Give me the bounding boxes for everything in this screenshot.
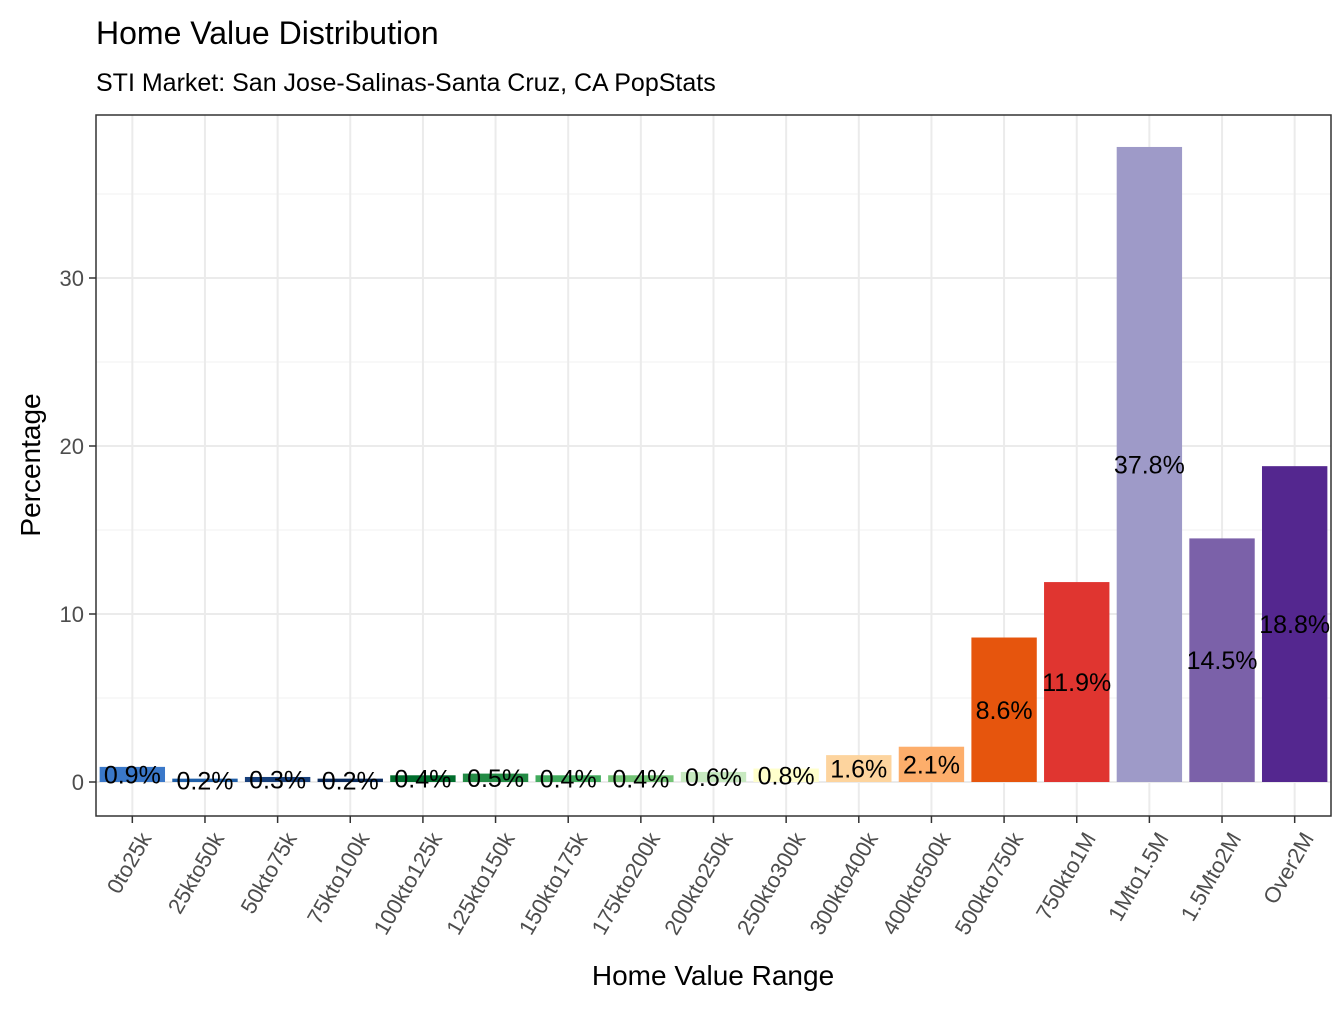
y-tick-label: 0 <box>72 770 84 795</box>
x-tick-label-1.5Mto2M: 1.5Mto2M <box>1176 828 1247 925</box>
data-label-Over2M: 18.8% <box>1259 611 1330 639</box>
bar-50kto75k <box>244 776 311 782</box>
x-tick-label-1Mto1.5M: 1Mto1.5M <box>1103 828 1174 925</box>
x-tick-label-300kto400k: 300kto400k <box>804 827 883 939</box>
data-label-750kto1M: 11.9% <box>1042 669 1111 697</box>
bar-125kto150k <box>462 773 529 782</box>
data-label-300kto400k: 1.6% <box>830 756 887 784</box>
x-tick-label-175kto200k: 175kto200k <box>587 827 666 939</box>
bar-500kto750k <box>971 637 1037 782</box>
x-axis: 0to25k 25kto50k 50kto75k 75kto100k100kto125… <box>102 816 1319 939</box>
bar-200kto250k <box>680 771 747 782</box>
bar-150kto175k <box>535 775 601 782</box>
y-tick-label: 10 <box>60 602 84 627</box>
x-tick-label-0to25k: 0to25k <box>102 827 157 898</box>
bar-1Mto1.5M <box>1116 146 1183 782</box>
data-label-layer: 0.9% 0.2% 0.3% 0.2% 0.4% 0.5% 0.4% 0.4% 0.6% 0.8%… <box>104 451 1330 795</box>
bar-layer <box>99 146 1328 782</box>
bar-1.5Mto2M <box>1189 538 1255 782</box>
y-axis-title: Percentage <box>15 393 46 536</box>
data-label-100kto125k: 0.4% <box>394 766 451 794</box>
data-label-1Mto1.5M: 37.8% <box>1114 451 1185 479</box>
data-label-75kto100k: 0.2% <box>322 767 379 795</box>
data-label-200kto250k: 0.6% <box>685 764 742 792</box>
bar-400kto500k <box>898 746 965 782</box>
data-label-0to25k: 0.9% <box>104 761 161 789</box>
bar-Over2M <box>1261 466 1328 782</box>
x-tick-label-Over2M: Over2M <box>1258 828 1319 908</box>
x-tick-label-200kto250k: 200kto250k <box>659 827 738 939</box>
x-tick-label-50kto75k: 50kto75k <box>236 827 303 918</box>
data-label-500kto750k: 8.6% <box>976 697 1033 725</box>
y-tick-label: 20 <box>60 434 84 459</box>
bar-25kto50k <box>172 778 238 782</box>
y-tick-label: 30 <box>60 266 84 291</box>
bar-175kto200k <box>608 775 674 782</box>
bar-75kto100k <box>317 778 383 782</box>
bar-100kto125k <box>390 775 456 782</box>
bar-300kto400k <box>826 755 892 782</box>
data-label-50kto75k: 0.3% <box>249 766 306 794</box>
x-tick-label-250kto300k: 250kto300k <box>732 827 811 939</box>
x-tick-label-150kto175k: 150kto175k <box>514 827 593 939</box>
data-label-150kto175k: 0.4% <box>540 766 597 794</box>
data-label-175kto200k: 0.4% <box>612 766 669 794</box>
x-tick-label-100kto125k: 100kto125k <box>369 827 448 939</box>
data-label-125kto150k: 0.5% <box>467 765 524 793</box>
bar-0to25k <box>99 766 166 782</box>
data-label-1.5Mto2M: 14.5% <box>1187 647 1258 675</box>
chart-title: Home Value Distribution <box>96 15 439 51</box>
x-tick-label-75kto100k: 75kto100k <box>302 827 375 928</box>
data-label-25kto50k: 0.2% <box>176 767 233 795</box>
x-tick-label-25kto50k: 25kto50k <box>163 827 230 918</box>
chart-subtitle: STI Market: San Jose-Salinas-Santa Cruz,… <box>96 69 716 97</box>
data-label-400kto500k: 2.1% <box>903 751 960 779</box>
x-tick-label-750kto1M: 750kto1M <box>1031 828 1101 924</box>
x-tick-label-125kto150k: 125kto150k <box>441 827 520 939</box>
x-tick-label-500kto750k: 500kto750k <box>950 827 1029 939</box>
bar-250kto300k <box>753 768 819 782</box>
data-label-250kto300k: 0.8% <box>758 762 815 790</box>
x-axis-title: Home Value Range <box>592 960 834 991</box>
x-tick-label-400kto500k: 400kto500k <box>877 827 956 939</box>
bar-750kto1M <box>1044 582 1110 782</box>
y-axis: 0 10 20 30 <box>60 266 96 795</box>
